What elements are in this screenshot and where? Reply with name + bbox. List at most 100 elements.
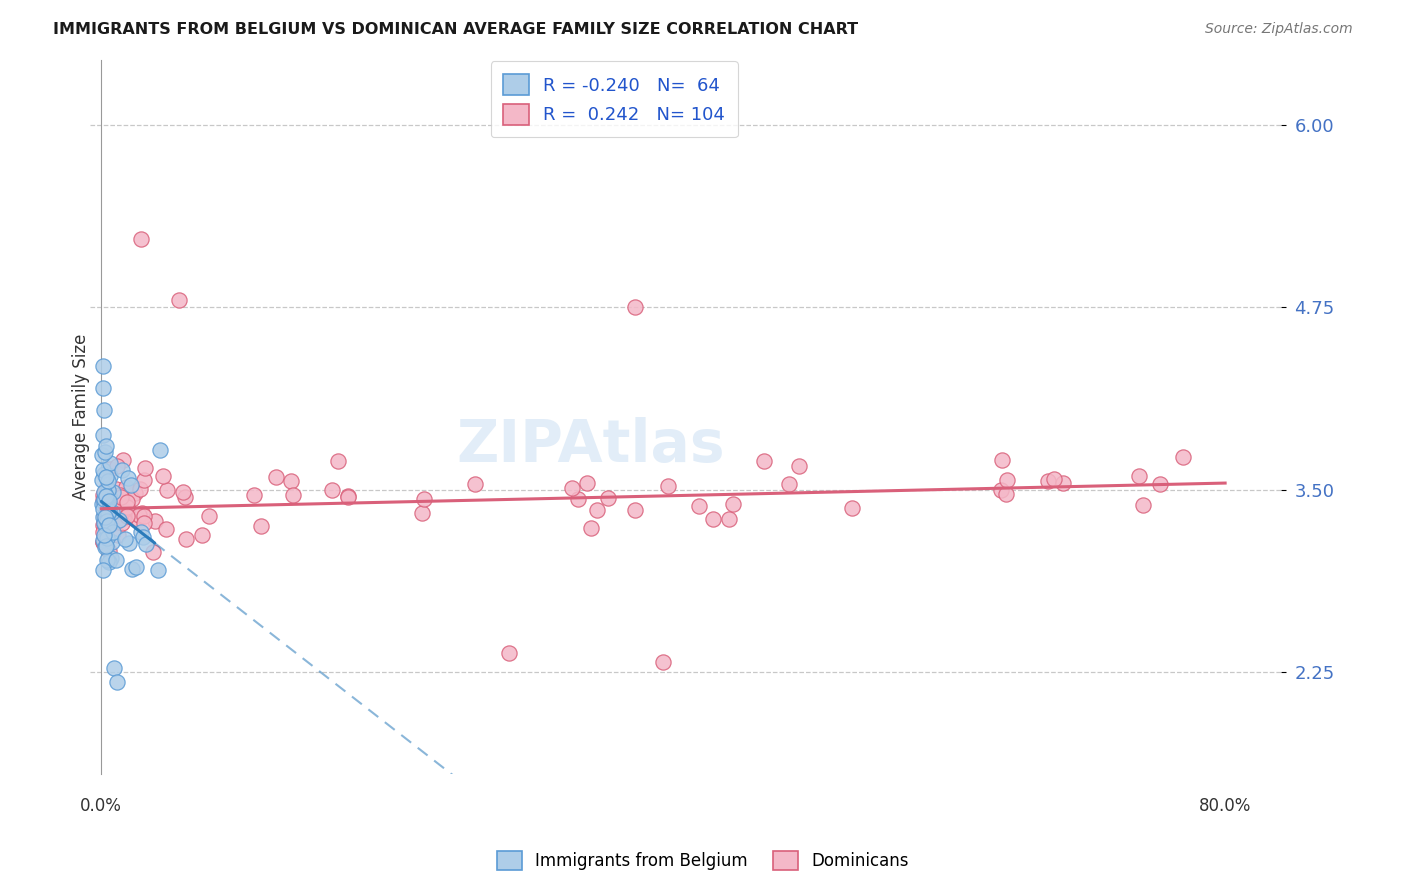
Point — [579, 521, 602, 535]
Point — [585, 502, 607, 516]
Point — [96, 483, 118, 497]
Point — [93, 516, 115, 530]
Point — [1052, 475, 1074, 490]
Point — [114, 502, 136, 516]
Point — [96, 553, 118, 567]
Point — [498, 646, 520, 660]
Point — [688, 499, 710, 513]
Point — [91, 533, 114, 547]
Point — [1149, 476, 1171, 491]
Point — [115, 495, 138, 509]
Point — [337, 489, 360, 503]
Point — [93, 528, 115, 542]
Point — [98, 456, 121, 470]
Point — [93, 540, 115, 554]
Point — [98, 469, 121, 483]
Point — [94, 445, 117, 459]
Point — [93, 494, 115, 508]
Point — [98, 462, 121, 476]
Point — [91, 448, 114, 462]
Point — [121, 491, 143, 506]
Point — [118, 536, 141, 550]
Point — [156, 483, 179, 497]
Point — [412, 492, 434, 507]
Point — [100, 551, 122, 566]
Point — [121, 562, 143, 576]
Point — [623, 503, 645, 517]
Point — [105, 482, 128, 496]
Point — [128, 508, 150, 522]
Point — [94, 439, 117, 453]
Text: ZIPAtlas: ZIPAtlas — [456, 417, 724, 474]
Point — [96, 514, 118, 528]
Point — [112, 510, 135, 524]
Point — [134, 508, 156, 523]
Point — [127, 512, 149, 526]
Point — [98, 555, 121, 569]
Point — [411, 507, 433, 521]
Point — [100, 510, 122, 524]
Point — [91, 463, 114, 477]
Point — [94, 516, 117, 530]
Point — [107, 528, 129, 542]
Point — [787, 459, 810, 474]
Point — [991, 453, 1014, 467]
Point — [98, 506, 121, 520]
Point — [129, 524, 152, 539]
Point — [142, 545, 165, 559]
Point — [718, 511, 741, 525]
Point — [97, 517, 120, 532]
Point — [91, 517, 114, 532]
Point — [93, 491, 115, 506]
Point — [111, 516, 134, 530]
Point — [174, 532, 197, 546]
Point — [96, 521, 118, 535]
Point — [146, 563, 169, 577]
Point — [191, 527, 214, 541]
Y-axis label: Average Family Size: Average Family Size — [72, 334, 90, 500]
Point — [93, 509, 115, 524]
Point — [108, 506, 131, 520]
Point — [197, 508, 219, 523]
Point — [103, 661, 125, 675]
Point — [567, 491, 589, 506]
Point — [100, 505, 122, 519]
Text: 80.0%: 80.0% — [1199, 797, 1251, 815]
Point — [91, 493, 114, 508]
Point — [94, 492, 117, 507]
Point — [575, 476, 598, 491]
Point — [103, 501, 125, 516]
Point — [624, 301, 647, 315]
Point — [283, 488, 305, 502]
Point — [280, 475, 302, 489]
Legend: Immigrants from Belgium, Dominicans: Immigrants from Belgium, Dominicans — [491, 844, 915, 877]
Point — [155, 522, 177, 536]
Point — [110, 490, 132, 504]
Point — [91, 427, 114, 442]
Point — [98, 515, 121, 529]
Point — [108, 513, 131, 527]
Point — [97, 474, 120, 488]
Point — [115, 508, 138, 523]
Point — [115, 479, 138, 493]
Point — [101, 535, 124, 549]
Point — [108, 487, 131, 501]
Point — [117, 471, 139, 485]
Point — [96, 493, 118, 508]
Point — [464, 476, 486, 491]
Point — [1171, 450, 1194, 464]
Point — [91, 563, 114, 577]
Text: Source: ZipAtlas.com: Source: ZipAtlas.com — [1205, 22, 1353, 37]
Text: IMMIGRANTS FROM BELGIUM VS DOMINICAN AVERAGE FAMILY SIZE CORRELATION CHART: IMMIGRANTS FROM BELGIUM VS DOMINICAN AVE… — [53, 22, 859, 37]
Point — [1128, 469, 1150, 483]
Point — [1132, 498, 1154, 512]
Point — [152, 469, 174, 483]
Point — [94, 510, 117, 524]
Point — [94, 489, 117, 503]
Point — [91, 381, 114, 395]
Point — [326, 454, 349, 468]
Point — [101, 525, 124, 540]
Point — [97, 506, 120, 520]
Point — [91, 497, 114, 511]
Point — [134, 461, 156, 475]
